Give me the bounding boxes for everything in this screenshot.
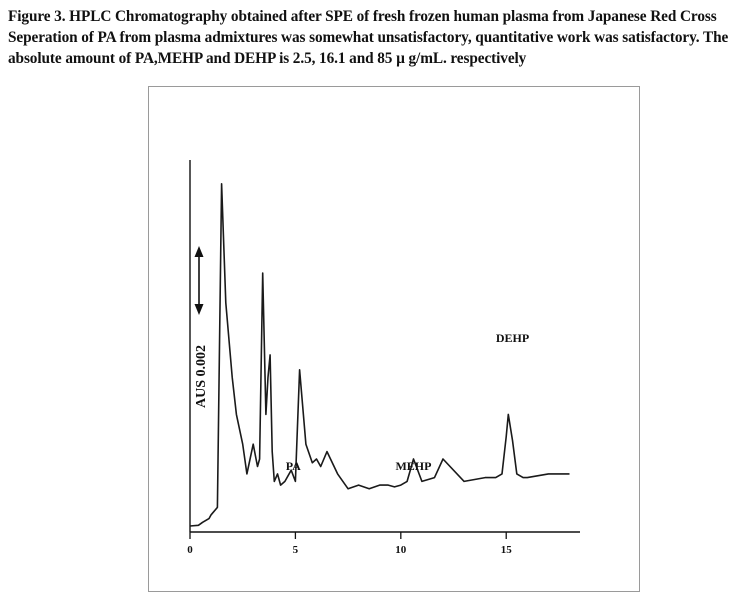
x-tick-label-10: 10: [395, 544, 407, 556]
peak-label-mehp: MEHP: [395, 459, 431, 473]
peak-label-pa: PA: [286, 459, 301, 473]
y-axis-label: AUS 0.002: [194, 345, 209, 408]
x-tick-label-0: 0: [187, 544, 193, 556]
figure-frame: [148, 86, 640, 592]
scale-bar-arrow-up-icon: [194, 246, 204, 257]
chromatogram-trace: [189, 183, 570, 527]
figure-caption: Figure 3. HPLC Chromatography obtained a…: [8, 8, 729, 67]
x-tick-label-5: 5: [293, 544, 299, 556]
x-tick-label-15: 15: [501, 544, 513, 556]
peak-label-dehp: DEHP: [496, 331, 529, 345]
scale-bar-arrow-down-icon: [194, 304, 204, 315]
